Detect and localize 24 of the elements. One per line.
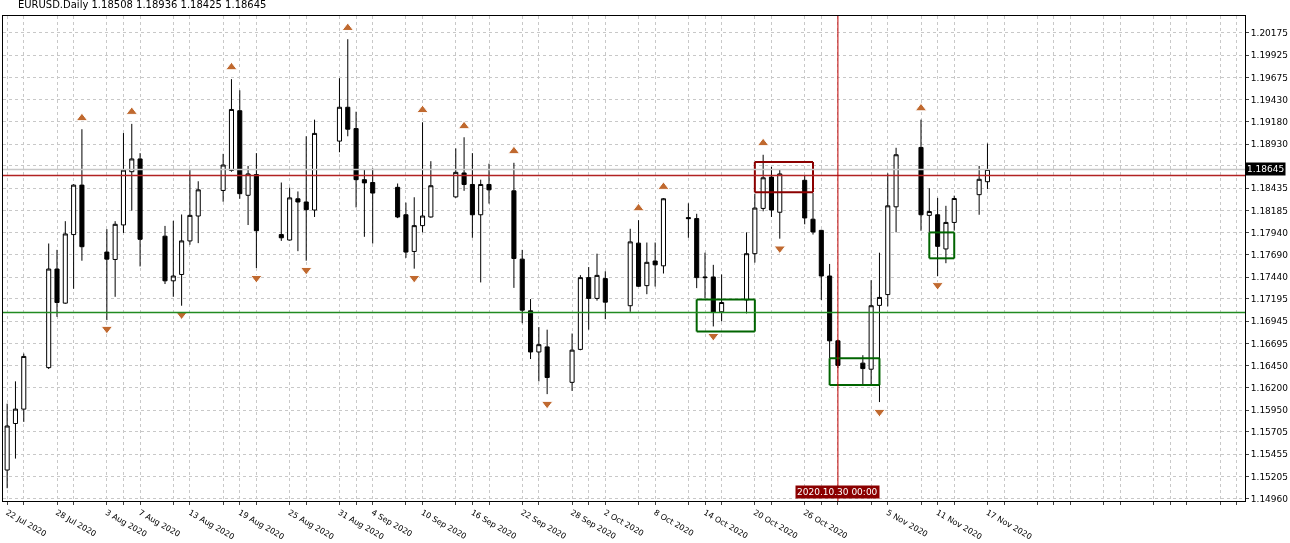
y-tick-label: 1.16695 bbox=[1250, 338, 1289, 349]
chart-title: EURUSD.Daily 1.18508 1.18936 1.18425 1.18645 bbox=[17, 0, 267, 11]
y-tick-label: 1.17940 bbox=[1250, 227, 1289, 238]
y-tick-label: 1.15455 bbox=[1250, 449, 1289, 460]
ref-line-label: 2020.10.30 00:00 bbox=[797, 487, 878, 497]
y-tick-label: 1.17690 bbox=[1250, 249, 1289, 260]
y-tick-label: 1.17195 bbox=[1250, 294, 1289, 305]
y-tick-label: 1.20175 bbox=[1250, 28, 1289, 39]
y-tick-label: 1.14960 bbox=[1250, 493, 1289, 504]
y-tick-label: 1.17440 bbox=[1250, 272, 1289, 283]
y-tick-label: 1.16450 bbox=[1250, 360, 1289, 371]
y-tick-label: 1.19675 bbox=[1250, 72, 1289, 83]
y-tick-label: 1.18435 bbox=[1250, 183, 1289, 194]
ref-line-label: 1.18645 bbox=[1247, 164, 1285, 174]
y-tick-label: 1.18185 bbox=[1250, 205, 1289, 216]
y-tick-label: 1.16200 bbox=[1250, 382, 1289, 393]
y-tick-label: 1.15705 bbox=[1250, 427, 1289, 438]
y-tick-label: 1.19430 bbox=[1250, 94, 1289, 105]
y-tick-label: 1.18930 bbox=[1250, 139, 1289, 150]
y-tick-label: 1.16945 bbox=[1250, 316, 1289, 327]
y-tick-label: 1.19925 bbox=[1250, 50, 1289, 61]
y-tick-label: 1.19180 bbox=[1250, 116, 1289, 127]
y-tick-label: 1.15205 bbox=[1250, 471, 1289, 482]
y-tick-label: 1.15950 bbox=[1250, 405, 1289, 416]
